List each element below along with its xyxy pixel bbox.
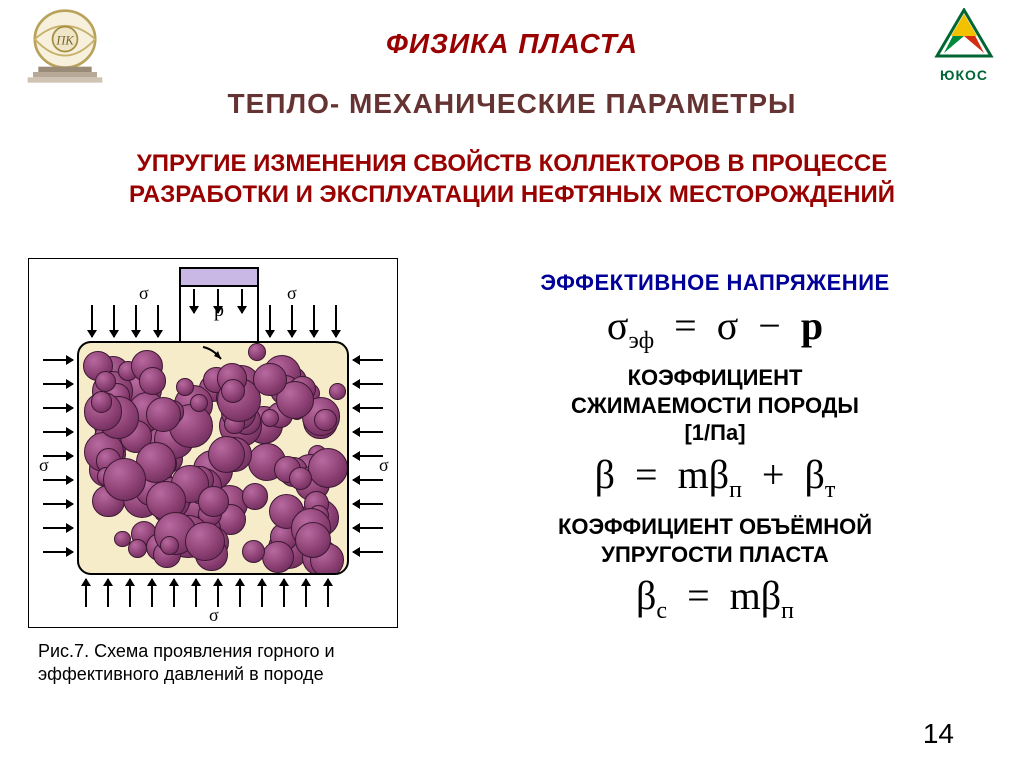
sigma-top-right: σ [287,283,297,304]
heading-volumetric: КОЭФФИЦИЕНТ ОБЪЁМНОЙ УПРУГОСТИ ПЛАСТА [415,513,1015,568]
heading-effective-stress: ЭФФЕКТИВНОЕ НАПРЯЖЕНИЕ [415,270,1015,296]
figure-caption: Рис.7. Схема проявления горного и эффект… [28,640,398,687]
heading-compressibility: КОЭФФИЦИЕНТ СЖИМАЕМОСТИ ПОРОДЫ [1/Па] [415,364,1015,447]
title-sub: ТЕПЛО- МЕХАНИЧЕСКИЕ ПАРАМЕТРЫ [0,88,1024,120]
sigma-top-left: σ [139,283,149,304]
logo-yukos-label: ЮКОС [924,67,1004,83]
sigma-right: σ [379,455,389,476]
formula-volumetric: βс = mβп [415,574,1015,624]
piston: p [179,267,259,343]
right-column: ЭФФЕКТИВНОЕ НАПРЯЖЕНИЕ σэф = σ − p КОЭФФ… [415,270,1015,635]
figure-block: p σ σ σ σ σ Рис.7. Схема проявления горн… [28,258,398,687]
page-number: 14 [923,718,954,750]
title-main: ФИЗИКА ПЛАСТА [0,28,1024,60]
figure-diagram: p σ σ σ σ σ [28,258,398,628]
sigma-left: σ [39,455,49,476]
sigma-bottom: σ [209,605,219,626]
formula-effective-stress: σэф = σ − p [415,304,1015,354]
title-section: УПРУГИЕ ИЗМЕНЕНИЯ СВОЙСТВ КОЛЛЕКТОРОВ В … [100,148,924,210]
formula-compressibility: β = mβп + βт [415,453,1015,503]
rock-body [77,341,349,575]
